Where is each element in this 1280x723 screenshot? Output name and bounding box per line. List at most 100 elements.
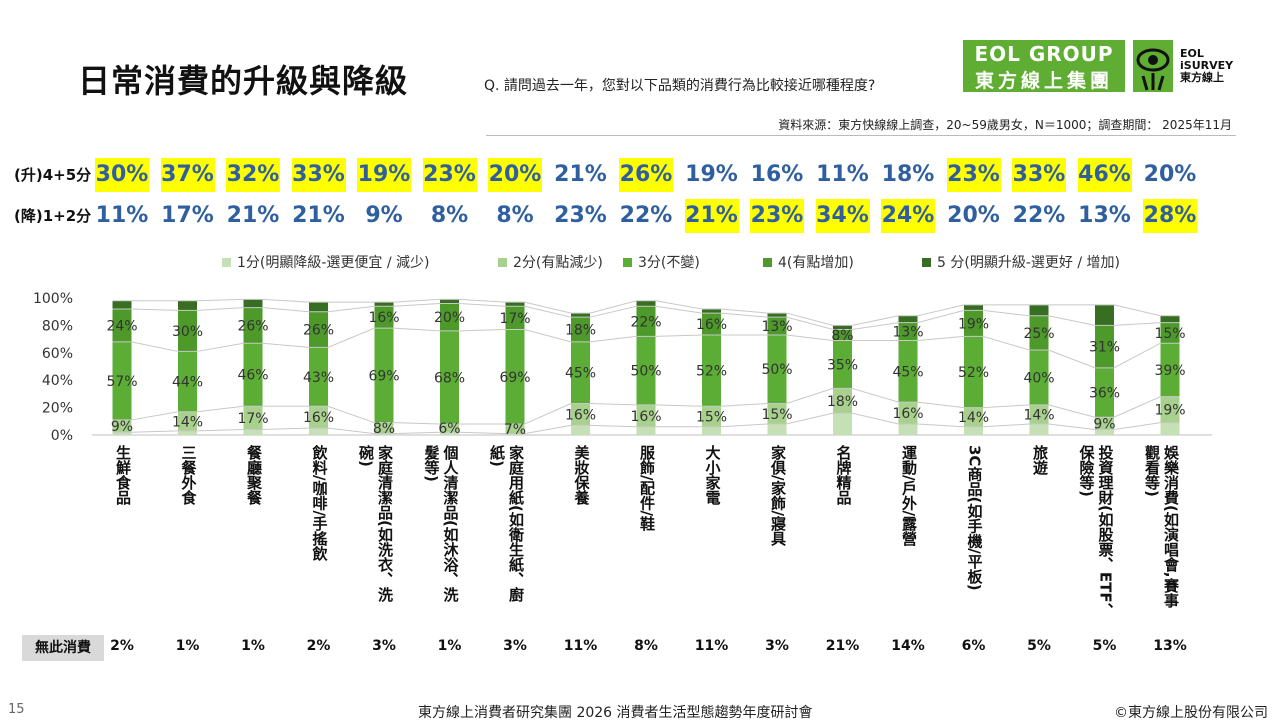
down-pct-0: 11%: [95, 203, 149, 228]
up-pct-14: 33%: [1012, 158, 1066, 192]
down-pct-11: 34%: [815, 199, 870, 233]
no-consumption-value-3: 2%: [306, 638, 331, 654]
data-label-2-8: 16%: [630, 409, 661, 425]
bar-2-15: [1095, 417, 1114, 430]
down-pct-3: 21%: [292, 203, 345, 228]
data-label-3-12: 45%: [892, 364, 923, 380]
bar-4-14: [1029, 315, 1049, 351]
bar-1-2: [243, 429, 263, 435]
bar-2-16: [1160, 396, 1180, 423]
bar-2-3: [309, 406, 328, 429]
data-label-4-1: 30%: [172, 324, 203, 340]
data-label-4-10: 13%: [761, 319, 792, 335]
down-pct-13: 20%: [947, 203, 1000, 228]
bar-1-4: [374, 433, 394, 435]
bar-3-12: [898, 340, 918, 403]
down-pct-14: 22%: [1012, 203, 1066, 228]
up-pct-10: 16%: [750, 162, 804, 187]
bar-3-4: [374, 328, 394, 423]
bar-1-14: [1029, 424, 1049, 435]
bar-4-12: [898, 322, 918, 341]
data-label-3-9: 52%: [696, 364, 727, 380]
data-label-4-16: 15%: [1154, 326, 1185, 342]
data-label-3-11: 35%: [827, 357, 858, 373]
eol-group-logo: EOL GROUP 東方線上集團: [963, 40, 1125, 92]
no-consumption-value-5: 1%: [437, 638, 462, 654]
data-label-4-11: 8%: [831, 328, 853, 344]
bar-1-9: [702, 426, 721, 435]
bar-5-14: [1029, 304, 1049, 316]
bar-2-6: [505, 424, 525, 434]
up-row-label: (升)4+5分: [14, 166, 92, 184]
footer-copyright: ©東方線上股份有限公司: [1114, 705, 1268, 721]
legend-swatch-5: [922, 257, 931, 267]
bar-3-14: [1029, 350, 1049, 405]
bar-4-2: [243, 307, 263, 344]
survey-line1: EOL: [1180, 47, 1204, 60]
no-consumption-value-6: 3%: [503, 638, 527, 654]
bar-5-0: [112, 300, 132, 309]
bar-2-14: [1029, 404, 1049, 425]
bar-5-11: [833, 325, 852, 330]
down-pct-9: 21%: [684, 199, 739, 233]
category-label-15: 投資理財(如股票、ETF、 保險等): [1077, 445, 1115, 618]
data-label-2-2: 17%: [237, 411, 268, 427]
no-consumption-value-7: 11%: [563, 638, 598, 654]
down-pct-5: 8%: [430, 203, 469, 228]
category-label-8: 服飾/配件/鞋: [638, 445, 656, 531]
down-pct-15: 13%: [1078, 203, 1131, 228]
bar-1-6: [505, 433, 525, 435]
data-label-4-15: 31%: [1089, 340, 1120, 356]
bar-4-3: [309, 311, 328, 348]
up-pct-1: 37%: [160, 158, 215, 192]
bar-3-15: [1095, 367, 1114, 418]
data-label-3-7: 45%: [565, 366, 596, 382]
data-label-2-9: 15%: [696, 410, 727, 426]
data-label-2-3: 16%: [303, 410, 334, 426]
bar-3-6: [505, 329, 525, 425]
data-label-3-13: 52%: [958, 365, 989, 381]
y-tick-80%: 80%: [42, 318, 73, 334]
series-line-2: [112, 387, 1180, 425]
bar-5-9: [702, 308, 721, 314]
no-consumption-value-13: 6%: [961, 638, 986, 654]
data-label-4-0: 24%: [106, 318, 137, 334]
bar-5-3: [309, 302, 328, 312]
up-pct-15: 46%: [1077, 158, 1132, 192]
bar-4-0: [112, 308, 132, 342]
bar-3-10: [767, 334, 787, 404]
up-pct-13: 23%: [946, 158, 1001, 192]
down-pct-1: 17%: [161, 203, 214, 228]
footer-event: 東方線上消費者研究集團 2026 消費者生活型態趨勢年度研討會: [418, 705, 813, 721]
data-label-4-14: 25%: [1023, 326, 1054, 342]
isurvey-logo-text: EOL iSURVEY 東方線上: [1180, 48, 1233, 84]
bar-1-8: [636, 426, 656, 435]
data-label-2-14: 14%: [1023, 407, 1054, 423]
stacked-bar-chart: 0% 20% 40% 60% 80% 100% 9% 14% 17% 16% 8% 6% 7% 16% 16…: [33, 291, 1212, 440]
bar-4-9: [702, 313, 721, 335]
bar-2-9: [702, 406, 721, 427]
y-tick-100%: 100%: [33, 291, 73, 307]
data-label-3-3: 43%: [303, 370, 334, 386]
bar-4-5: [440, 303, 459, 331]
data-label-2-4: 8%: [373, 421, 395, 437]
bar-2-11: [833, 388, 852, 414]
bar-5-15: [1095, 304, 1114, 326]
up-pct-4: 19%: [357, 158, 411, 192]
bar-4-16: [1160, 322, 1180, 344]
data-label-2-12: 16%: [892, 406, 923, 422]
data-label-2-1: 14%: [172, 414, 203, 430]
category-label-16: 娛樂消費(如演唱會,賽事 觀看等): [1143, 445, 1180, 608]
bar-3-3: [309, 347, 328, 407]
data-label-4-13: 19%: [958, 316, 989, 332]
legend-swatch-3: [623, 257, 632, 267]
up-pct-2: 32%: [226, 158, 280, 192]
bar-4-11: [833, 329, 852, 341]
data-label-4-7: 18%: [565, 323, 596, 339]
bar-2-4: [374, 422, 394, 434]
data-label-2-10: 15%: [761, 407, 792, 423]
up-pct-5: 23%: [422, 158, 477, 192]
series-line-3: [112, 327, 1180, 369]
up-pct-6: 20%: [488, 158, 542, 192]
bar-3-9: [702, 334, 721, 407]
